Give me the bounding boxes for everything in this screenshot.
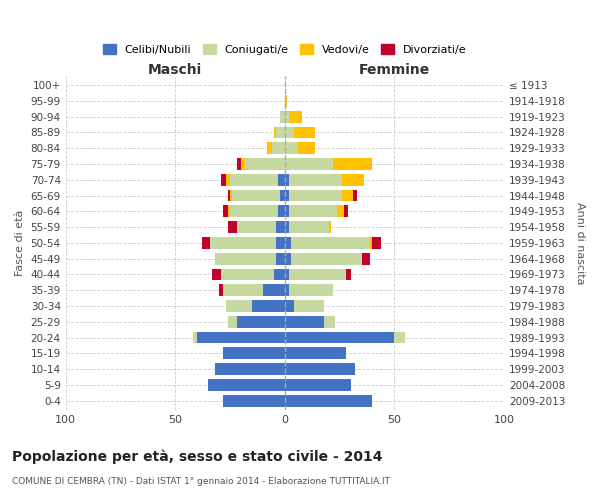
Bar [223, 284, 263, 296]
Bar [228, 316, 236, 328]
Bar [362, 253, 370, 264]
Bar [285, 316, 324, 328]
Bar [285, 237, 292, 249]
Bar [221, 268, 274, 280]
Bar [223, 395, 285, 406]
Bar [285, 142, 298, 154]
Bar [285, 284, 289, 296]
Bar [226, 174, 230, 186]
Bar [230, 174, 278, 186]
Bar [272, 142, 285, 154]
Bar [230, 190, 232, 202]
Bar [292, 253, 362, 264]
Bar [197, 332, 285, 344]
Bar [285, 221, 289, 233]
Bar [285, 206, 289, 218]
Bar [228, 221, 236, 233]
Bar [280, 190, 285, 202]
Bar [353, 190, 357, 202]
Bar [236, 158, 241, 170]
Bar [267, 142, 272, 154]
Bar [337, 206, 344, 218]
Bar [285, 174, 289, 186]
Bar [289, 111, 302, 122]
Bar [236, 316, 285, 328]
Bar [285, 190, 289, 202]
Bar [274, 126, 276, 138]
Bar [236, 221, 276, 233]
Bar [263, 284, 285, 296]
Text: Popolazione per età, sesso e stato civile - 2014: Popolazione per età, sesso e stato civil… [12, 450, 383, 464]
Bar [285, 111, 289, 122]
Y-axis label: Fasce di età: Fasce di età [15, 210, 25, 276]
Bar [298, 142, 316, 154]
Bar [278, 174, 285, 186]
Bar [276, 253, 285, 264]
Bar [285, 395, 373, 406]
Bar [285, 126, 293, 138]
Bar [344, 206, 349, 218]
Bar [289, 174, 342, 186]
Bar [245, 158, 285, 170]
Bar [278, 206, 285, 218]
Bar [285, 158, 333, 170]
Bar [329, 221, 331, 233]
Text: Maschi: Maschi [148, 63, 202, 77]
Bar [289, 268, 346, 280]
Bar [252, 300, 285, 312]
Bar [228, 206, 230, 218]
Bar [285, 348, 346, 360]
Bar [208, 379, 285, 391]
Bar [223, 348, 285, 360]
Bar [228, 190, 230, 202]
Bar [210, 237, 276, 249]
Bar [193, 332, 197, 344]
Bar [230, 206, 278, 218]
Bar [342, 190, 353, 202]
Bar [289, 284, 333, 296]
Bar [293, 126, 316, 138]
Bar [289, 221, 329, 233]
Bar [324, 316, 335, 328]
Bar [333, 158, 373, 170]
Bar [289, 190, 342, 202]
Bar [226, 300, 252, 312]
Bar [370, 237, 373, 249]
Bar [232, 190, 280, 202]
Bar [276, 126, 285, 138]
Bar [241, 158, 245, 170]
Bar [342, 174, 364, 186]
Bar [346, 268, 350, 280]
Bar [215, 253, 276, 264]
Legend: Celibi/Nubili, Coniugati/e, Vedovi/e, Divorziati/e: Celibi/Nubili, Coniugati/e, Vedovi/e, Di… [99, 41, 470, 58]
Y-axis label: Anni di nascita: Anni di nascita [575, 202, 585, 284]
Bar [289, 206, 337, 218]
Bar [219, 284, 223, 296]
Bar [285, 379, 350, 391]
Bar [285, 332, 394, 344]
Bar [215, 363, 285, 375]
Bar [293, 300, 324, 312]
Bar [276, 221, 285, 233]
Bar [212, 268, 221, 280]
Bar [202, 237, 210, 249]
Bar [221, 174, 226, 186]
Bar [394, 332, 406, 344]
Bar [274, 268, 285, 280]
Bar [285, 253, 292, 264]
Bar [373, 237, 381, 249]
Text: COMUNE DI CEMBRA (TN) - Dati ISTAT 1° gennaio 2014 - Elaborazione TUTTITALIA.IT: COMUNE DI CEMBRA (TN) - Dati ISTAT 1° ge… [12, 478, 390, 486]
Bar [285, 95, 287, 107]
Bar [223, 206, 228, 218]
Bar [285, 268, 289, 280]
Bar [276, 237, 285, 249]
Bar [285, 300, 293, 312]
Bar [280, 111, 285, 122]
Bar [285, 363, 355, 375]
Bar [292, 237, 370, 249]
Text: Femmine: Femmine [359, 63, 430, 77]
